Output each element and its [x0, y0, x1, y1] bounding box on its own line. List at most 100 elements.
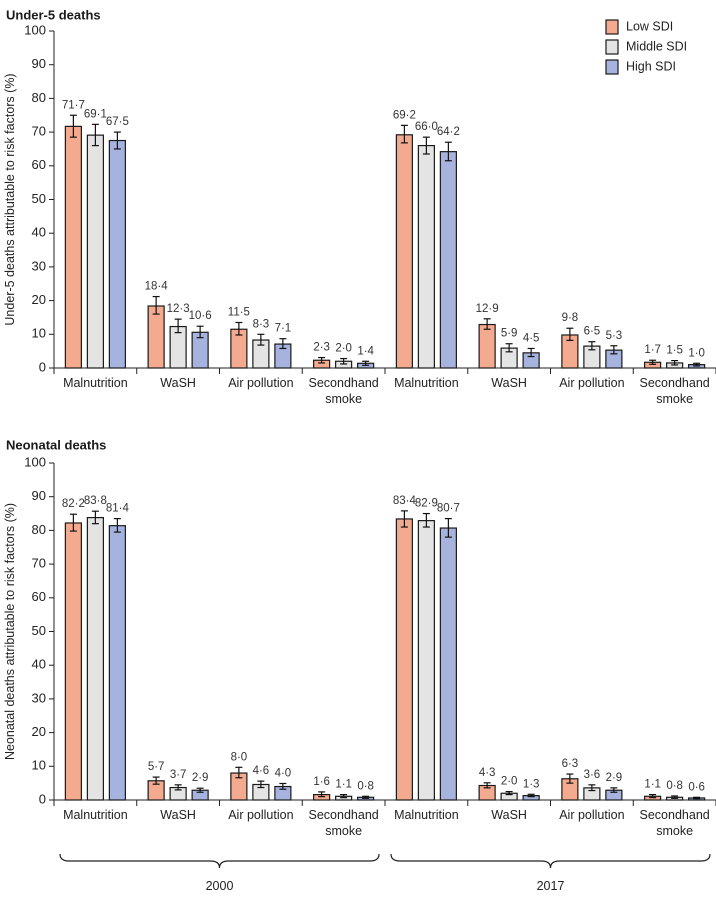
y-tick-label: 20: [32, 724, 46, 739]
bar-low-sdi: [147, 305, 165, 369]
value-label: 4·3: [479, 767, 496, 779]
x-category-label-line: smoke: [325, 392, 362, 406]
bar-low-sdi: [395, 134, 413, 369]
y-tick-label: 30: [32, 258, 46, 273]
x-category-label: Secondhand smoke: [309, 376, 379, 406]
value-label: 0·8: [666, 780, 683, 792]
value-label: 10·6: [189, 310, 212, 322]
year-group-label: 2017: [537, 879, 565, 893]
x-category-label: WaSH: [491, 376, 527, 390]
value-label: 4·0: [275, 767, 292, 779]
y-tick-label: 40: [32, 225, 46, 240]
value-label: 80·7: [437, 503, 460, 515]
value-label: 12·9: [476, 303, 499, 315]
value-label: 18·4: [145, 281, 169, 293]
bar-low-sdi: [64, 125, 82, 369]
value-label: 3·6: [584, 769, 601, 781]
panel-title: Under-5 deaths: [6, 8, 101, 23]
value-label: 1·3: [523, 778, 540, 790]
y-tick-label: 90: [32, 56, 46, 71]
value-label: 2·0: [501, 776, 518, 788]
value-label: 6·5: [584, 326, 601, 338]
x-category-label: Air pollution: [228, 376, 293, 390]
y-tick-label: 80: [32, 522, 46, 537]
value-label: 7·1: [275, 323, 292, 335]
y-tick-label: 50: [32, 623, 46, 638]
value-label: 4·5: [523, 332, 540, 344]
value-label: 2·3: [313, 342, 330, 354]
x-category-label: WaSH: [491, 808, 527, 822]
x-category-label-line: smoke: [656, 824, 693, 838]
bar-high-sdi: [108, 139, 126, 369]
value-label: 2·9: [606, 772, 623, 784]
bar-high-sdi: [108, 525, 126, 801]
value-label: 1·1: [644, 779, 661, 791]
value-label: 1·4: [357, 345, 374, 357]
panel-title: Neonatal deaths: [6, 438, 106, 453]
value-label: 3·7: [170, 769, 187, 781]
bar-high-sdi: [439, 151, 457, 369]
value-label: 69·2: [393, 109, 416, 121]
bar-low-sdi: [478, 323, 496, 369]
value-label: 8·3: [253, 318, 270, 330]
value-label: 1·0: [688, 347, 705, 359]
bar-middle-sdi: [86, 516, 104, 801]
y-axis-label: Neonatal deaths attributable to risk fac…: [3, 503, 17, 760]
legend-swatch: [605, 59, 619, 75]
y-tick-label: 60: [32, 157, 46, 172]
y-tick-label: 50: [32, 191, 46, 206]
y-tick-label: 0: [39, 791, 46, 806]
value-label: 12·3: [167, 303, 190, 315]
value-label: 8·0: [231, 751, 248, 763]
x-category-label: Malnutrition: [63, 808, 128, 822]
x-category-label: Malnutrition: [394, 808, 459, 822]
value-label: 82·9: [415, 498, 438, 510]
bar-middle-sdi: [86, 134, 104, 369]
y-axis-label: Under-5 deaths attributable to risk fact…: [3, 73, 17, 325]
value-label: 83·8: [84, 495, 107, 507]
year-group-label: 2000: [206, 879, 234, 893]
value-label: 5·7: [148, 761, 165, 773]
legend-label: Middle SDI: [626, 39, 687, 53]
legend-label: Low SDI: [626, 19, 673, 33]
y-tick-label: 30: [32, 690, 46, 705]
value-label: 5·3: [606, 330, 623, 342]
value-label: 2·9: [192, 772, 209, 784]
value-label: 1·1: [335, 779, 352, 791]
x-category-label-line: Secondhand: [640, 808, 710, 822]
legend-label: High SDI: [626, 59, 676, 73]
value-label: 4·6: [253, 765, 270, 777]
y-tick-label: 70: [32, 556, 46, 571]
y-tick-label: 40: [32, 657, 46, 672]
legend-swatch: [605, 19, 619, 35]
value-label: 83·4: [393, 495, 417, 507]
bar-middle-sdi: [417, 144, 435, 369]
y-tick-label: 100: [24, 22, 46, 37]
value-label: 5·9: [501, 328, 518, 340]
year-group-brace: [390, 853, 711, 869]
value-label: 0·8: [357, 780, 374, 792]
y-tick-label: 100: [24, 454, 46, 469]
bar-high-sdi: [439, 527, 457, 801]
value-label: 66·0: [415, 121, 438, 133]
y-tick-label: 10: [32, 326, 46, 341]
x-category-label: Secondhand smoke: [309, 808, 379, 838]
y-tick-label: 10: [32, 758, 46, 773]
y-tick-label: 60: [32, 589, 46, 604]
value-label: 6·3: [562, 758, 579, 770]
x-category-label-line: smoke: [656, 392, 693, 406]
value-label: 1·6: [313, 776, 330, 788]
bar-middle-sdi: [417, 520, 435, 801]
y-tick-label: 80: [32, 90, 46, 105]
bar-low-sdi: [395, 518, 413, 801]
y-tick-label: 20: [32, 292, 46, 307]
y-tick-label: 0: [39, 359, 46, 374]
x-category-label: WaSH: [160, 808, 196, 822]
x-category-label: Secondhand smoke: [640, 808, 710, 838]
value-label: 82·2: [62, 498, 85, 510]
value-label: 9·8: [562, 312, 579, 324]
value-label: 67·5: [106, 116, 129, 128]
x-category-label: Air pollution: [228, 808, 293, 822]
value-label: 69·1: [84, 108, 107, 120]
